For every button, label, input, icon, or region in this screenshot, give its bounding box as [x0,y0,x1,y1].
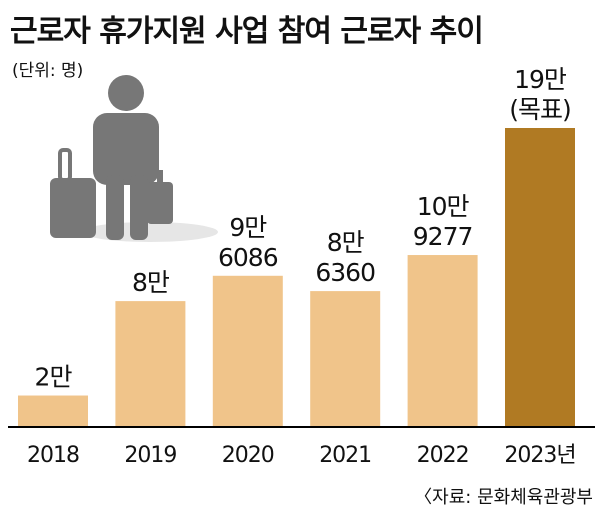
bar-2023년 [505,128,575,427]
x-tick-label-2018: 2018 [27,443,79,468]
x-tick-label-2019: 2019 [124,443,176,468]
bar-2022 [407,255,478,427]
data-label-2022-2: 9277 [413,222,473,251]
data-label-2020-2: 6086 [218,243,278,272]
bar-2019 [115,301,186,427]
data-label-2021-1: 8만 [327,228,365,257]
x-tick-label-2020: 2020 [222,443,274,468]
bar-2018 [18,395,88,427]
data-label-2023년-1: 19만 [514,65,567,94]
data-label-2022-1: 10만 [417,192,470,221]
data-label-2020-1: 9만 [229,213,267,242]
data-label-2021-2: 6360 [315,258,375,287]
x-tick-label-2023년: 2023년 [504,443,575,468]
data-label-2019-1: 8만 [132,268,170,297]
x-tick-label-2021: 2021 [319,443,371,468]
x-tick-label-2022: 2022 [417,443,469,468]
chart-title: 근로자 휴가지원 사업 참여 근로자 추이 [10,14,484,49]
source-note: 〈자료: 문화체육관광부 [414,487,593,508]
traveler-luggage-icon [50,75,218,242]
data-label-2018-1: 2만 [35,363,73,392]
data-label-2023년-2: (목표) [509,95,571,124]
unit-label: (단위: 명) [12,61,84,81]
bar-2021 [310,291,381,427]
bar-2020 [212,275,283,427]
